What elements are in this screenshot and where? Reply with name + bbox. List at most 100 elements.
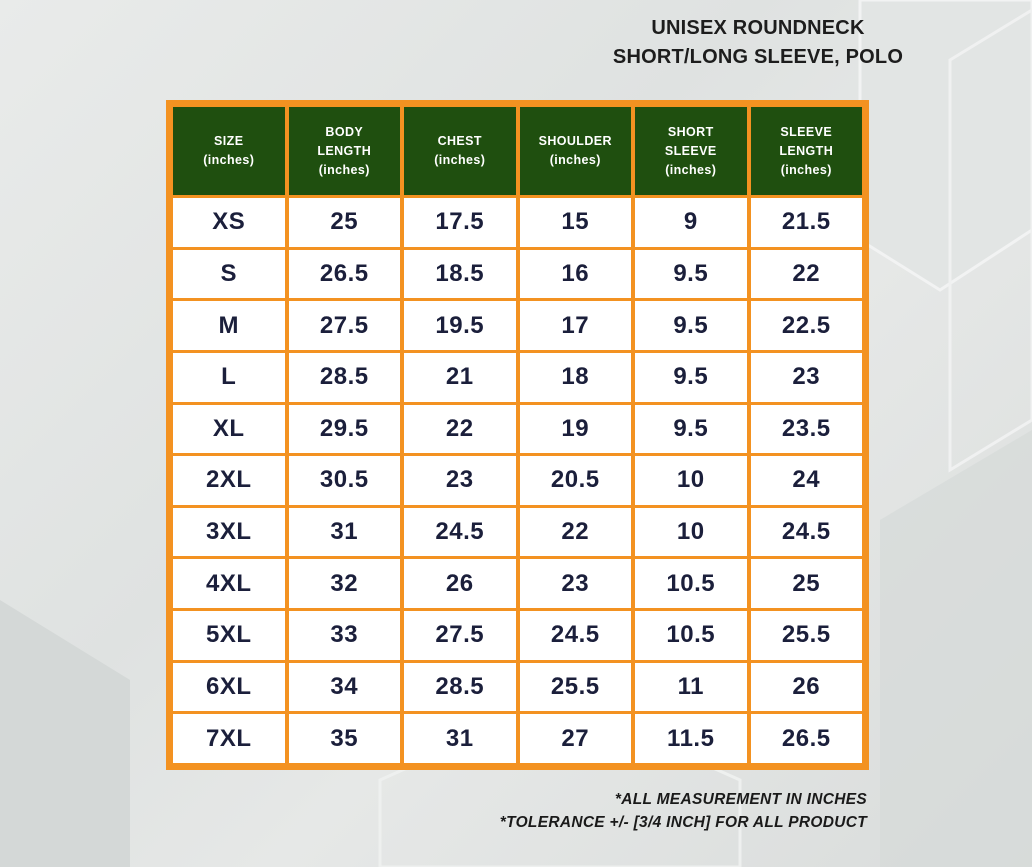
measurement-cell: 27.5	[404, 611, 516, 660]
size-cell: 6XL	[173, 662, 285, 712]
measurement-cell: 33	[288, 611, 400, 660]
table-row: M 27.5 19.5 17 9.5 22.5	[173, 301, 862, 350]
measurement-cell: 10.5	[635, 611, 747, 660]
table-row: 3XL 31 24.5 22 10 24.5	[173, 507, 862, 557]
column-header-line: LENGTH	[317, 143, 372, 158]
measurement-cell: 17.5	[404, 198, 516, 247]
column-header: BODY LENGTH (inches)	[288, 107, 400, 195]
column-header-line: BODY	[325, 124, 364, 139]
size-cell: XS	[173, 198, 285, 247]
size-cell: S	[173, 249, 285, 299]
table-row: 7XL 35 31 27 11.5 26.5	[173, 714, 862, 763]
measurement-cell: 26.5	[288, 249, 400, 299]
measurement-cell: 9	[635, 198, 747, 247]
measurement-cell: 18.5	[404, 249, 516, 299]
column-header-line: (inches)	[780, 162, 832, 177]
column-header-line: (inches)	[434, 153, 486, 167]
measurement-cell: 11.5	[635, 714, 747, 763]
table-row: 4XL 32 26 23 10.5 25	[173, 559, 862, 608]
column-header-line: CHEST	[437, 134, 482, 148]
measurement-cell: 24.5	[404, 507, 516, 557]
header-row: SIZE (inches) BODY LENGTH (inches) CHEST (inch…	[173, 107, 862, 195]
table-row: 5XL 33 27.5 24.5 10.5 25.5	[173, 611, 862, 660]
size-cell: 4XL	[173, 559, 285, 608]
measurement-cell: 28.5	[404, 662, 516, 712]
measurement-cell: 25.5	[519, 662, 631, 712]
column-header-line: (inches)	[318, 162, 370, 177]
measurement-cell: 31	[288, 507, 400, 557]
column-header: SIZE (inches)	[173, 107, 285, 195]
measurement-cell: 17	[519, 301, 631, 350]
measurement-cell: 21.5	[750, 198, 862, 247]
measurement-cell: 10.5	[635, 559, 747, 608]
title-line-1: UNISEX ROUNDNECK	[651, 17, 865, 39]
measurement-cell: 19	[519, 404, 631, 454]
size-cell: 2XL	[173, 456, 285, 505]
size-chart-frame: SIZE (inches) BODY LENGTH (inches) CHEST (inch…	[166, 100, 869, 770]
column-header-line: (inches)	[203, 153, 255, 167]
table-row: L 28.5 21 18 9.5 23	[173, 352, 862, 402]
measurement-cell: 28.5	[288, 352, 400, 402]
column-header: SHORT SLEEVE (inches)	[635, 107, 747, 195]
measurement-cell: 23	[519, 559, 631, 608]
footnotes: *ALL MEASUREMENT IN INCHES *TOLERANCE +/…	[500, 788, 867, 834]
measurement-cell: 9.5	[635, 404, 747, 454]
measurement-cell: 20.5	[519, 456, 631, 505]
measurement-cell: 30.5	[288, 456, 400, 505]
column-header: CHEST (inches)	[404, 107, 516, 195]
column-header-line: SLEEVE	[780, 124, 833, 139]
table-row: XL 29.5 22 19 9.5 23.5	[173, 404, 862, 454]
size-cell: L	[173, 352, 285, 402]
measurement-cell: 26	[404, 559, 516, 608]
measurement-cell: 9.5	[635, 301, 747, 350]
measurement-cell: 19.5	[404, 301, 516, 350]
chart-title: UNISEX ROUNDNECK SHORT/LONG SLEEVE, POLO	[600, 14, 916, 72]
table-row: 6XL 34 28.5 25.5 11 26	[173, 662, 862, 712]
measurement-cell: 26.5	[750, 714, 862, 763]
measurement-cell: 24	[750, 456, 862, 505]
column-header-line: SHOULDER	[538, 134, 612, 148]
table-row: XS 25 17.5 15 9 21.5	[173, 198, 862, 247]
measurement-cell: 15	[519, 198, 631, 247]
table-body: XS 25 17.5 15 9 21.5 S 26.5 18.5 16 9.5 22 M 27.5 19.5…	[173, 198, 862, 763]
measurement-cell: 25	[288, 198, 400, 247]
measurement-cell: 9.5	[635, 249, 747, 299]
table-row: S 26.5 18.5 16 9.5 22	[173, 249, 862, 299]
measurement-cell: 31	[404, 714, 516, 763]
measurement-cell: 22	[519, 507, 631, 557]
size-chart-table: SIZE (inches) BODY LENGTH (inches) CHEST (inch…	[169, 104, 866, 766]
measurement-cell: 21	[404, 352, 516, 402]
size-cell: XL	[173, 404, 285, 454]
measurement-cell: 22	[404, 404, 516, 454]
size-cell: 7XL	[173, 714, 285, 763]
title-line-2: SHORT/LONG SLEEVE, POLO	[612, 46, 904, 68]
table-row: 2XL 30.5 23 20.5 10 24	[173, 456, 862, 505]
column-header-line: (inches)	[665, 162, 717, 177]
measurement-cell: 23	[750, 352, 862, 402]
column-header: SHOULDER (inches)	[519, 107, 631, 195]
column-header-line: LENGTH	[779, 143, 834, 158]
measurement-cell: 23.5	[750, 404, 862, 454]
measurement-cell: 10	[635, 507, 747, 557]
measurement-cell: 26	[750, 662, 862, 712]
footnote-measurement: *ALL MEASUREMENT IN INCHES	[614, 791, 867, 808]
measurement-cell: 34	[288, 662, 400, 712]
size-cell: 5XL	[173, 611, 285, 660]
measurement-cell: 32	[288, 559, 400, 608]
measurement-cell: 27.5	[288, 301, 400, 350]
measurement-cell: 16	[519, 249, 631, 299]
measurement-cell: 24.5	[750, 507, 862, 557]
measurement-cell: 35	[288, 714, 400, 763]
column-header-line: (inches)	[549, 153, 601, 167]
column-header-line: SIZE	[214, 134, 244, 148]
measurement-cell: 25.5	[750, 611, 862, 660]
measurement-cell: 11	[635, 662, 747, 712]
measurement-cell: 10	[635, 456, 747, 505]
measurement-cell: 24.5	[519, 611, 631, 660]
column-header-line: SLEEVE	[664, 143, 717, 158]
measurement-cell: 29.5	[288, 404, 400, 454]
measurement-cell: 22	[750, 249, 862, 299]
column-header-line: SHORT	[667, 124, 714, 139]
measurement-cell: 18	[519, 352, 631, 402]
footnote-tolerance: *TOLERANCE +/- [3/4 INCH] FOR ALL PRODUC…	[499, 814, 867, 831]
